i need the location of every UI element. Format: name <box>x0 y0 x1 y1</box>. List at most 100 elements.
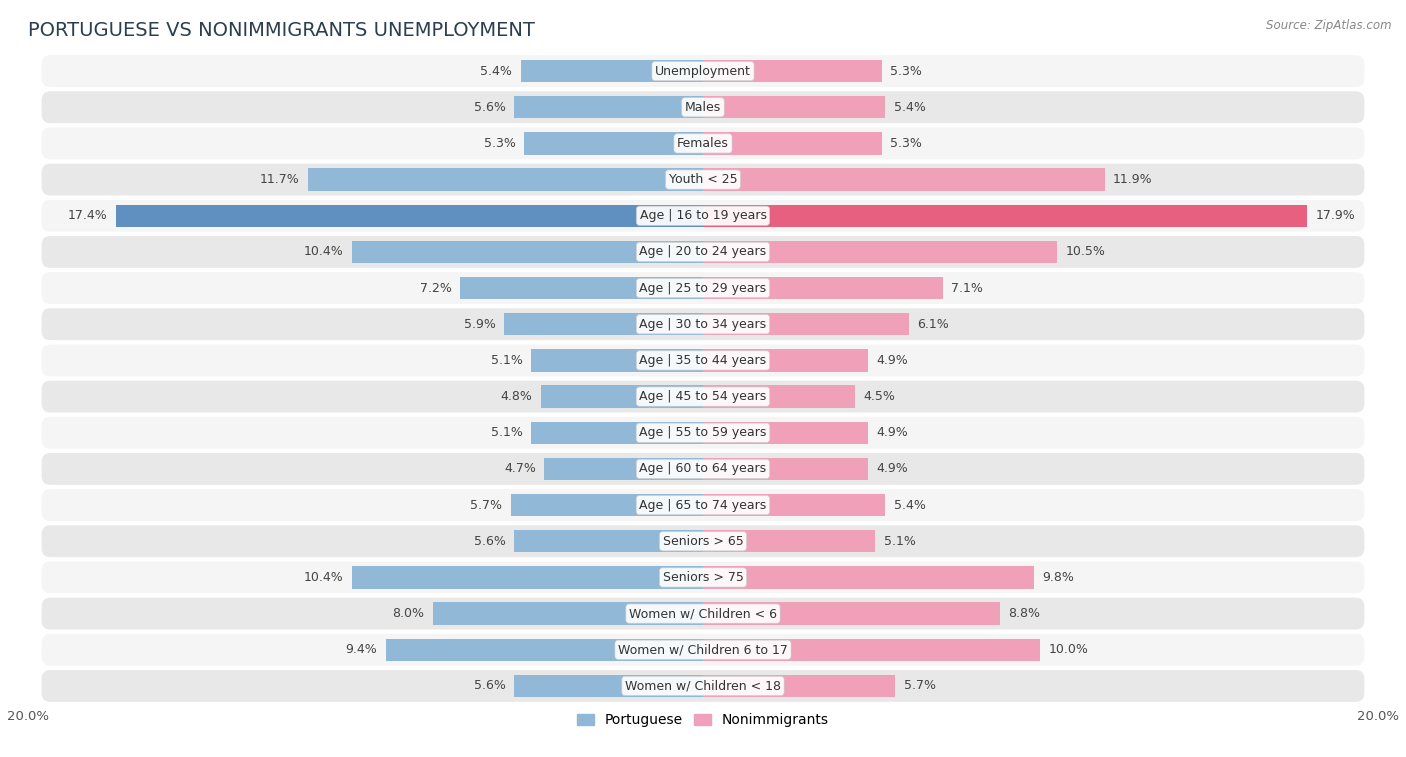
Bar <box>308 168 703 191</box>
FancyBboxPatch shape <box>42 598 1364 630</box>
Bar <box>703 494 886 516</box>
FancyBboxPatch shape <box>42 55 1364 87</box>
Text: Youth < 25: Youth < 25 <box>669 173 737 186</box>
Text: Age | 16 to 19 years: Age | 16 to 19 years <box>640 209 766 223</box>
Text: 5.6%: 5.6% <box>474 680 506 693</box>
Text: Source: ZipAtlas.com: Source: ZipAtlas.com <box>1267 19 1392 32</box>
Text: 5.3%: 5.3% <box>890 137 922 150</box>
Text: 5.4%: 5.4% <box>894 499 925 512</box>
Bar <box>510 494 703 516</box>
Bar <box>503 313 703 335</box>
Text: 4.8%: 4.8% <box>501 390 533 403</box>
Text: 5.6%: 5.6% <box>474 101 506 114</box>
Text: Age | 55 to 59 years: Age | 55 to 59 years <box>640 426 766 439</box>
Text: Women w/ Children 6 to 17: Women w/ Children 6 to 17 <box>619 643 787 656</box>
Text: 5.1%: 5.1% <box>491 426 523 439</box>
Bar <box>703 132 882 154</box>
Bar <box>541 385 703 408</box>
Text: 4.9%: 4.9% <box>877 354 908 367</box>
Bar <box>115 204 703 227</box>
Bar <box>703 603 1000 625</box>
Text: 8.8%: 8.8% <box>1008 607 1040 620</box>
Bar <box>524 132 703 154</box>
Text: 10.0%: 10.0% <box>1049 643 1088 656</box>
FancyBboxPatch shape <box>42 562 1364 593</box>
FancyBboxPatch shape <box>42 453 1364 484</box>
Bar <box>515 674 703 697</box>
Text: 5.1%: 5.1% <box>491 354 523 367</box>
Text: 11.9%: 11.9% <box>1114 173 1153 186</box>
Text: 4.5%: 4.5% <box>863 390 896 403</box>
Text: 17.4%: 17.4% <box>67 209 107 223</box>
Bar <box>460 277 703 299</box>
Text: Women w/ Children < 6: Women w/ Children < 6 <box>628 607 778 620</box>
Text: 8.0%: 8.0% <box>392 607 425 620</box>
Text: 5.4%: 5.4% <box>894 101 925 114</box>
Bar <box>385 639 703 661</box>
Bar <box>531 422 703 444</box>
Text: 5.1%: 5.1% <box>883 534 915 548</box>
Text: Age | 20 to 24 years: Age | 20 to 24 years <box>640 245 766 258</box>
Text: Age | 60 to 64 years: Age | 60 to 64 years <box>640 463 766 475</box>
Text: 4.9%: 4.9% <box>877 463 908 475</box>
Bar <box>703 168 1105 191</box>
Text: PORTUGUESE VS NONIMMIGRANTS UNEMPLOYMENT: PORTUGUESE VS NONIMMIGRANTS UNEMPLOYMENT <box>28 21 536 40</box>
Text: 5.4%: 5.4% <box>481 64 512 77</box>
Bar <box>433 603 703 625</box>
Text: Age | 30 to 34 years: Age | 30 to 34 years <box>640 318 766 331</box>
Bar <box>703 96 886 118</box>
Bar <box>703 566 1033 589</box>
Bar <box>703 422 869 444</box>
Text: Males: Males <box>685 101 721 114</box>
Bar <box>544 458 703 480</box>
Text: 5.9%: 5.9% <box>464 318 495 331</box>
FancyBboxPatch shape <box>42 127 1364 159</box>
Text: 5.7%: 5.7% <box>470 499 502 512</box>
Text: Age | 35 to 44 years: Age | 35 to 44 years <box>640 354 766 367</box>
Text: Unemployment: Unemployment <box>655 64 751 77</box>
Text: Age | 45 to 54 years: Age | 45 to 54 years <box>640 390 766 403</box>
Bar <box>520 60 703 83</box>
FancyBboxPatch shape <box>42 489 1364 521</box>
Text: Age | 25 to 29 years: Age | 25 to 29 years <box>640 282 766 294</box>
FancyBboxPatch shape <box>42 236 1364 268</box>
Text: Women w/ Children < 18: Women w/ Children < 18 <box>626 680 780 693</box>
Text: 10.4%: 10.4% <box>304 245 343 258</box>
Text: Females: Females <box>678 137 728 150</box>
Bar <box>352 241 703 263</box>
Bar <box>703 530 875 553</box>
FancyBboxPatch shape <box>42 308 1364 340</box>
Text: 7.2%: 7.2% <box>420 282 451 294</box>
Legend: Portuguese, Nonimmigrants: Portuguese, Nonimmigrants <box>572 708 834 733</box>
Bar <box>703 204 1308 227</box>
Text: Age | 65 to 74 years: Age | 65 to 74 years <box>640 499 766 512</box>
Text: 9.8%: 9.8% <box>1042 571 1074 584</box>
Text: 10.4%: 10.4% <box>304 571 343 584</box>
FancyBboxPatch shape <box>42 381 1364 413</box>
Text: 10.5%: 10.5% <box>1066 245 1105 258</box>
Bar <box>703 674 896 697</box>
Text: 5.3%: 5.3% <box>890 64 922 77</box>
FancyBboxPatch shape <box>42 634 1364 665</box>
Bar <box>703 60 882 83</box>
Text: 9.4%: 9.4% <box>346 643 377 656</box>
Text: Seniors > 65: Seniors > 65 <box>662 534 744 548</box>
Text: 11.7%: 11.7% <box>260 173 299 186</box>
Text: 5.3%: 5.3% <box>484 137 516 150</box>
FancyBboxPatch shape <box>42 344 1364 376</box>
FancyBboxPatch shape <box>42 525 1364 557</box>
Bar <box>703 241 1057 263</box>
Bar <box>703 349 869 372</box>
Bar <box>515 530 703 553</box>
FancyBboxPatch shape <box>42 670 1364 702</box>
Text: Seniors > 75: Seniors > 75 <box>662 571 744 584</box>
Bar <box>531 349 703 372</box>
FancyBboxPatch shape <box>42 273 1364 304</box>
Bar <box>703 385 855 408</box>
Bar <box>703 313 908 335</box>
Text: 6.1%: 6.1% <box>917 318 949 331</box>
Text: 5.6%: 5.6% <box>474 534 506 548</box>
FancyBboxPatch shape <box>42 417 1364 449</box>
Text: 4.9%: 4.9% <box>877 426 908 439</box>
Bar <box>703 458 869 480</box>
